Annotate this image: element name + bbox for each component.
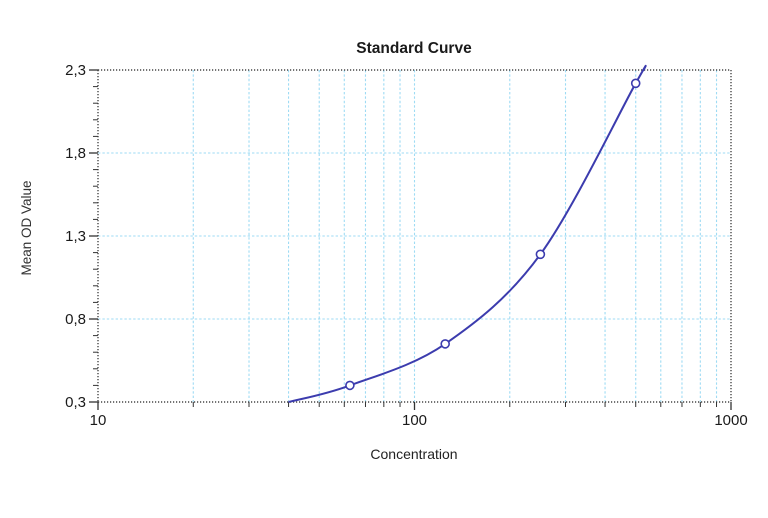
- x-tick-label: 1000: [714, 412, 747, 429]
- y-tick-label: 2,3: [65, 62, 86, 79]
- y-tick-label: 0,3: [65, 394, 86, 411]
- data-point-marker: [440, 339, 451, 349]
- y-tick-label: 1,8: [65, 145, 86, 162]
- plot-area: 0,3 0,8 1,3 1,8 2,3 10 100 1000: [65, 62, 748, 429]
- data-point-marker: [345, 380, 355, 391]
- x-axis-label: Concentration: [370, 446, 457, 462]
- data-point-marker: [630, 78, 641, 89]
- data-point-marker: [535, 249, 546, 260]
- standard-curve-line: [288, 64, 647, 403]
- y-tick-label: 1,3: [65, 228, 86, 245]
- x-tick-label: 100: [402, 412, 427, 429]
- x-tick-label: 10: [90, 412, 107, 429]
- y-axis-label: Mean OD Value: [19, 180, 34, 275]
- y-tick-label: 0,8: [65, 311, 86, 328]
- chart-title: Standard Curve: [356, 40, 472, 57]
